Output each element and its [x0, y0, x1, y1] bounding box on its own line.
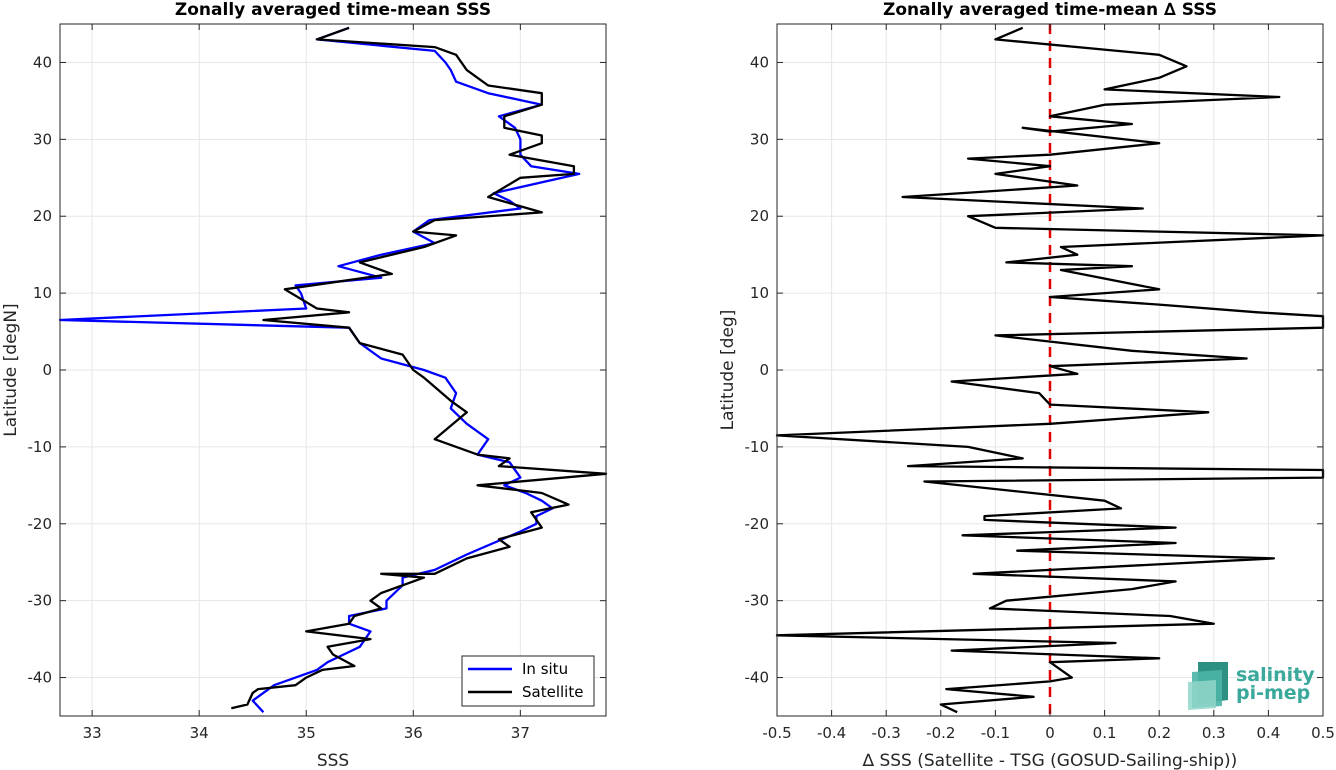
y-tick-label: 0 — [42, 361, 52, 379]
right-x-axis-label: ∆ SSS (Satellite - TSG (GOSUD-Sailing-sh… — [862, 751, 1238, 770]
legend-insitu-label: In situ — [522, 660, 568, 678]
y-tick-label: 40 — [33, 53, 52, 71]
x-tick-label: -0.2 — [926, 724, 955, 742]
left-chart-panel: 33 34 35 36 37 -40 -30 -20 -10 0 10 20 30 40 Zonally … — [1, 0, 608, 770]
left-x-axis-label: SSS — [317, 751, 349, 770]
x-tick-label: 0 — [1045, 724, 1055, 742]
left-grid — [60, 24, 606, 716]
y-tick-label: -40 — [745, 669, 770, 687]
x-tick-label: 0.5 — [1311, 724, 1335, 742]
x-tick-label: -0.5 — [762, 724, 791, 742]
right-y-axis-label: Latitude [deg] — [718, 310, 738, 431]
right-series-group — [775, 24, 1325, 716]
y-tick-label: -10 — [28, 438, 53, 456]
legend-satellite-label: Satellite — [522, 683, 583, 701]
x-tick-label: 36 — [404, 724, 423, 742]
x-tick-label: 33 — [83, 724, 102, 742]
left-legend: In situ Satellite — [461, 655, 595, 707]
in-situ-series-line — [58, 26, 581, 713]
delta-sss-series-line — [775, 26, 1325, 714]
x-tick-label: 37 — [511, 724, 530, 742]
satellite-series-line — [231, 26, 608, 710]
y-tick-label: -20 — [745, 515, 770, 533]
x-tick-label: 0.2 — [1147, 724, 1171, 742]
y-tick-label: 10 — [750, 284, 769, 302]
x-tick-label: -0.3 — [872, 724, 901, 742]
y-tick-label: -20 — [28, 515, 53, 533]
x-tick-label: -0.4 — [817, 724, 846, 742]
logo-text-salinity: salinity — [1236, 664, 1315, 686]
y-tick-label: 20 — [33, 207, 52, 225]
right-chart-panel: -0.5 -0.4 -0.3 -0.2 -0.1 0 0.1 0.2 0.3 0.4 0.5 -40 -… — [718, 0, 1335, 770]
y-tick-label: -30 — [28, 592, 53, 610]
y-tick-label: -40 — [28, 669, 53, 687]
y-tick-label: 0 — [759, 361, 769, 379]
x-tick-label: 0.4 — [1256, 724, 1280, 742]
y-tick-label: 20 — [750, 207, 769, 225]
y-tick-label: 30 — [750, 130, 769, 148]
x-tick-label: 0.1 — [1093, 724, 1117, 742]
x-tick-label: 35 — [297, 724, 316, 742]
salinity-pi-mep-logo: salinity pi-mep — [1188, 662, 1315, 710]
y-tick-label: -30 — [745, 592, 770, 610]
left-ticks: 33 34 35 36 37 -40 -30 -20 -10 0 10 20 30 40 — [28, 24, 606, 742]
logo-text-pimep: pi-mep — [1236, 682, 1310, 704]
left-series-group — [58, 26, 608, 713]
y-tick-label: -10 — [745, 438, 770, 456]
y-tick-label: 10 — [33, 284, 52, 302]
y-tick-label: 30 — [33, 130, 52, 148]
left-y-axis-label: Latitude [degN] — [1, 303, 21, 436]
x-tick-label: -0.1 — [981, 724, 1010, 742]
x-tick-label: 0.3 — [1202, 724, 1226, 742]
right-chart-title: Zonally averaged time-mean ∆ SSS — [883, 0, 1217, 20]
legend-box — [461, 655, 595, 707]
right-grid — [776, 24, 1324, 716]
x-tick-label: 34 — [190, 724, 209, 742]
right-ticks: -0.5 -0.4 -0.3 -0.2 -0.1 0 0.1 0.2 0.3 0.4 0.5 -40 -… — [745, 24, 1335, 742]
y-tick-label: 40 — [750, 53, 769, 71]
wave-logo-icon — [1188, 662, 1228, 710]
left-chart-title: Zonally averaged time-mean SSS — [175, 0, 491, 20]
